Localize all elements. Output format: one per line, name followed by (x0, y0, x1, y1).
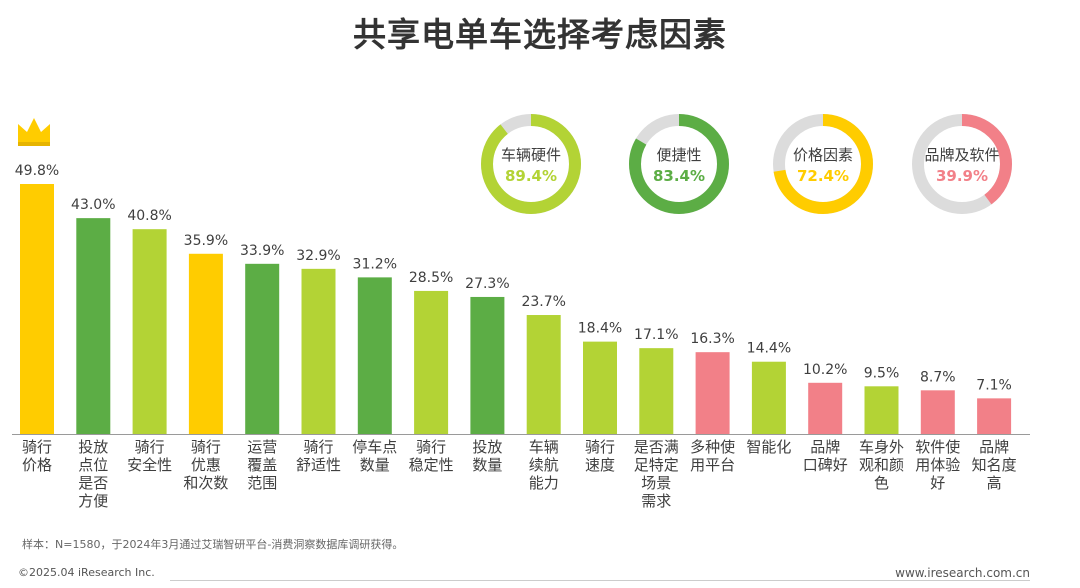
bar (695, 352, 730, 434)
bar (76, 218, 111, 434)
category-label: 骑行价格 (22, 438, 52, 474)
bar-value-label: 9.5% (864, 365, 900, 381)
category-label: 车辆续航能力 (529, 438, 559, 492)
bar-value-label: 27.3% (465, 276, 509, 292)
bar-value-label: 14.4% (747, 341, 791, 357)
category-label: 运营覆盖范围 (247, 438, 277, 492)
bar (751, 361, 786, 434)
donut-value: 39.9% (936, 167, 988, 185)
bar (245, 263, 280, 434)
bar-value-label: 28.5% (409, 270, 453, 286)
bar-value-label: 18.4% (578, 321, 622, 337)
bar-value-label: 49.8% (15, 163, 59, 179)
crown-icon (18, 118, 50, 146)
bar (20, 184, 54, 434)
copyright: ©2025.04 iResearch Inc. (18, 566, 155, 579)
donut-chart: 价格因素 72.4% (773, 114, 873, 214)
bar (414, 290, 449, 434)
bar (583, 341, 617, 434)
donut-chart: 便捷性 83.4% (629, 114, 729, 214)
donut-value: 72.4% (797, 167, 849, 185)
donut-name: 品牌及软件 (924, 146, 999, 164)
footnote: 样本：N=1580，于2024年3月通过艾瑞智研平台-消费洞察数据库调研获得。 (22, 538, 404, 551)
bar (977, 398, 1012, 434)
bar-value-label: 17.1% (634, 327, 678, 343)
donut-arc (773, 114, 873, 214)
bar (526, 315, 561, 434)
category-label: 智能化 (746, 438, 791, 456)
bar-value-label: 7.1% (976, 377, 1012, 393)
bar (357, 277, 392, 434)
bar-value-label: 16.3% (690, 331, 734, 347)
donut-value: 83.4% (653, 167, 705, 185)
donut-chart: 车辆硬件 89.4% (481, 114, 581, 214)
bottom-rule (170, 580, 1030, 581)
bar-value-label: 33.9% (240, 243, 284, 259)
donut-name: 车辆硬件 (501, 146, 561, 164)
bar-value-label: 10.2% (803, 362, 847, 378)
category-label: 骑行速度 (585, 438, 615, 474)
bar-value-label: 40.8% (127, 208, 171, 224)
bar (301, 268, 336, 434)
category-label: 多种使用平台 (690, 438, 735, 474)
category-label: 投放点位是否方便 (78, 438, 108, 510)
category-label: 投放数量 (472, 438, 502, 474)
bar (864, 386, 899, 434)
bar-value-label: 32.9% (296, 248, 340, 264)
bar (920, 390, 955, 434)
category-label: 是否满足特定场景需求 (634, 438, 679, 510)
chart-title: 共享电单车选择考虑因素 (353, 15, 727, 54)
category-label: 品牌口碑好 (803, 438, 848, 474)
bar (188, 253, 223, 434)
category-label: 骑行安全性 (127, 438, 172, 474)
bar-value-label: 23.7% (521, 294, 565, 310)
brand-url: www.iresearch.com.cn (895, 566, 1030, 580)
category-label: 停车点数量 (352, 438, 397, 474)
category-label: 骑行优惠和次数 (183, 438, 228, 492)
category-label: 车身外观和颜色 (859, 438, 904, 492)
bar (132, 229, 167, 434)
donut-arc (481, 114, 581, 214)
donut-name: 便捷性 (656, 146, 701, 164)
bar (808, 382, 843, 434)
donut-value: 89.4% (505, 167, 557, 185)
category-label: 骑行稳定性 (409, 438, 454, 474)
category-label: 品牌知名度高 (972, 438, 1017, 492)
donut-chart: 品牌及软件 39.9% (912, 114, 1012, 214)
bar-value-label: 8.7% (920, 369, 956, 385)
bar-value-label: 31.2% (353, 256, 397, 272)
category-label: 软件使用体验好 (915, 438, 960, 492)
donut-arc (629, 114, 729, 214)
donut-arc (912, 114, 1012, 214)
bar (470, 296, 505, 434)
donut-name: 价格因素 (793, 146, 853, 164)
category-label: 骑行舒适性 (296, 438, 341, 474)
bar-value-label: 35.9% (184, 233, 228, 249)
bar-value-label: 43.0% (71, 197, 115, 213)
bar (639, 348, 674, 434)
